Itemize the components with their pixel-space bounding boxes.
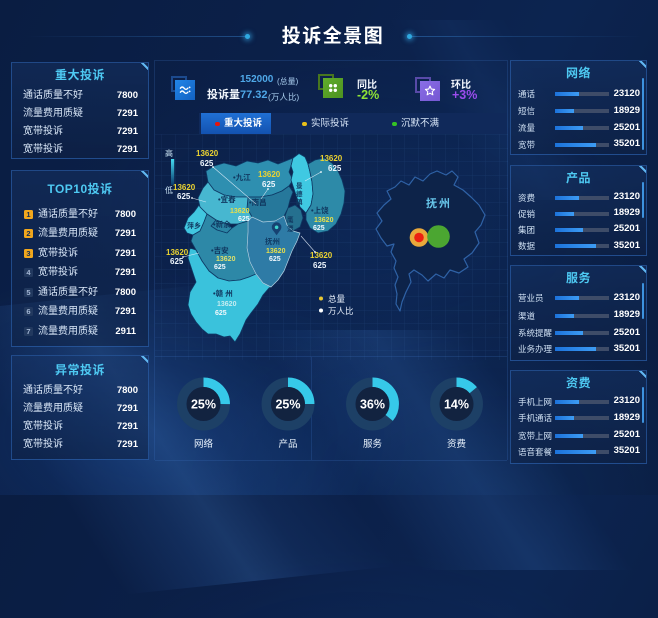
svg-text:•赣 州: •赣 州 <box>213 288 233 298</box>
svg-text:低: 低 <box>165 185 173 195</box>
svg-text:抚州: 抚州 <box>426 196 452 210</box>
svg-text:13620: 13620 <box>310 251 333 260</box>
svg-text:德: 德 <box>296 189 303 198</box>
svg-text:625: 625 <box>170 257 184 266</box>
svg-text:13620: 13620 <box>217 301 237 308</box>
svg-text:13620: 13620 <box>173 183 196 192</box>
svg-text:13620: 13620 <box>320 154 343 163</box>
svg-text:625: 625 <box>200 159 214 168</box>
svg-text:14%: 14% <box>444 398 469 412</box>
svg-text:625: 625 <box>269 256 281 263</box>
svg-text:625: 625 <box>215 310 227 317</box>
svg-text:25%: 25% <box>191 398 216 412</box>
svg-text:网络: 网络 <box>194 438 214 450</box>
svg-text:13620: 13620 <box>166 248 189 257</box>
svg-text:•南昌: •南昌 <box>249 197 267 207</box>
svg-text:625: 625 <box>214 264 226 271</box>
svg-text:13620: 13620 <box>314 217 334 224</box>
svg-text:服务: 服务 <box>363 438 383 450</box>
svg-text:•宜春: •宜春 <box>218 194 236 204</box>
svg-text:萍乡: 萍乡 <box>187 221 201 230</box>
svg-text:鹰: 鹰 <box>287 215 294 224</box>
svg-text:625: 625 <box>313 225 325 232</box>
svg-text:13620: 13620 <box>196 149 219 158</box>
svg-text:•吉安: •吉安 <box>211 245 229 255</box>
svg-text:625: 625 <box>328 164 342 173</box>
svg-text:625: 625 <box>313 261 327 270</box>
svg-text:总量: 总量 <box>328 294 346 304</box>
svg-text:•上饶: •上饶 <box>311 205 329 215</box>
svg-text:13620: 13620 <box>266 248 286 255</box>
svg-text:资费: 资费 <box>447 438 466 450</box>
svg-text:产品: 产品 <box>278 438 297 450</box>
svg-text:潭: 潭 <box>287 224 294 233</box>
svg-text:•九江: •九江 <box>233 172 251 182</box>
svg-text:13620: 13620 <box>258 170 281 179</box>
svg-text:镇: 镇 <box>296 197 303 206</box>
svg-text:25%: 25% <box>275 398 300 412</box>
svg-text:高: 高 <box>165 148 173 158</box>
svg-text:•新余: •新余 <box>213 219 231 229</box>
svg-text:625: 625 <box>262 180 276 189</box>
svg-text:36%: 36% <box>360 398 385 412</box>
svg-text:13620: 13620 <box>230 208 250 215</box>
svg-text:625: 625 <box>177 192 191 201</box>
svg-text:13620: 13620 <box>216 256 236 263</box>
svg-text:抚州: 抚州 <box>265 236 280 246</box>
svg-text:万人比: 万人比 <box>328 306 354 316</box>
svg-text:景: 景 <box>296 182 303 190</box>
svg-text:625: 625 <box>238 216 250 223</box>
